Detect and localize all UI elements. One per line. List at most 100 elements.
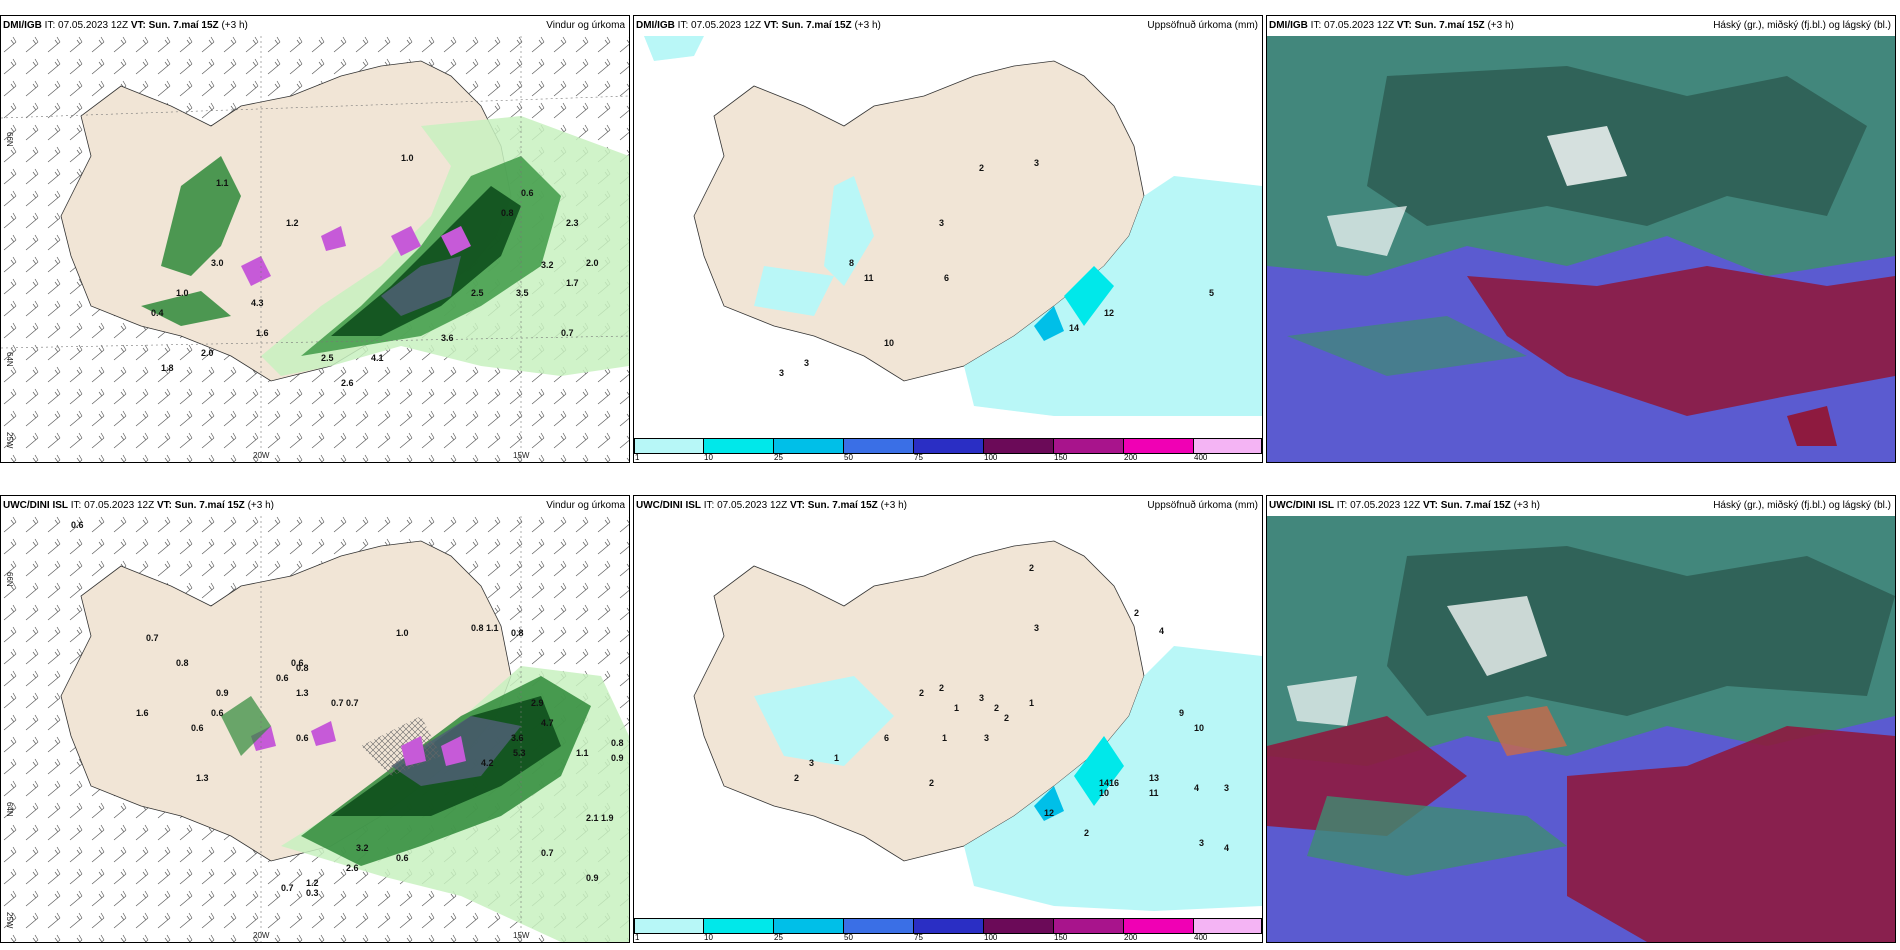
colorbar-swatch (1054, 918, 1124, 934)
value-label: 0.8 (176, 658, 189, 668)
vt-label: VT: (1396, 20, 1412, 31)
value-label: 0.6 (291, 658, 304, 668)
colorbar-tick: 100 (984, 453, 998, 462)
colorbar-tick: 200 (1124, 933, 1138, 942)
value-label: 11 (864, 273, 874, 283)
value-label: 1.1 (576, 748, 589, 758)
colorbar-swatch (704, 918, 774, 934)
value-label: 2.6 (341, 378, 354, 388)
value-label: 10 (1194, 723, 1204, 733)
panel-title: Vindur og úrkoma (546, 20, 625, 31)
panel-uwc-clouds: UWC/DINI ISL IT: 07.05.2023 12Z VT: Sun.… (1266, 495, 1896, 943)
colorbar-swatch (774, 918, 844, 934)
it-value: 07.05.2023 12Z (691, 20, 762, 31)
vt-label: VT: (130, 20, 146, 31)
colorbar-swatch (844, 438, 914, 454)
value-label: 3 (1034, 623, 1039, 633)
panel-title: Háský (gr.), miðský (fj.bl.) og lágský (… (1713, 500, 1891, 511)
value-label: 1.2 (286, 218, 299, 228)
colorbar-tick: 50 (844, 933, 853, 942)
value-label: 0.8 (611, 738, 624, 748)
colorbar-tick: 75 (914, 453, 923, 462)
value-label: 2.6 (346, 863, 359, 873)
vt-label: VT: (763, 20, 779, 31)
value-label: 0.6 (211, 708, 224, 718)
value-label: 0.9 (611, 753, 624, 763)
colorbar-tick: 400 (1194, 933, 1208, 942)
colorbar-tick: 200 (1124, 453, 1138, 462)
value-label: 3.6 (441, 333, 454, 343)
panel-title: Háský (gr.), miðský (fj.bl.) og lágský (… (1713, 20, 1891, 31)
value-label: 2 (1134, 608, 1139, 618)
value-label: 10 (1099, 788, 1109, 798)
value-labels: 2 3 3 8 11 6 10 3 3 14 12 5 (779, 158, 1214, 378)
colorbar-tick: 25 (774, 453, 783, 462)
colorbar-swatch (774, 438, 844, 454)
lon-label-15w: 15W (513, 931, 530, 940)
value-label: 1.0 (396, 628, 409, 638)
colorbar-tick: 400 (1194, 453, 1208, 462)
vt-value: Sun. 7.maí 15Z (1440, 500, 1511, 511)
accum-precip-map: 2 3 3 8 11 6 10 3 3 14 12 5 (634, 36, 1262, 462)
value-label: 1.3 (296, 688, 309, 698)
value-label: 1.7 (566, 278, 579, 288)
vt-value: Sun. 7.maí 15Z (807, 500, 878, 511)
it-label: IT: (70, 500, 82, 511)
vt-value: Sun. 7.maí 15Z (174, 500, 245, 511)
colorbar-swatch (704, 438, 774, 454)
value-label: 6 (944, 273, 949, 283)
value-label: 2 (919, 688, 924, 698)
value-label: 3.2 (541, 260, 554, 270)
value-label: 3.6 (511, 733, 524, 743)
accum-precip-map: 2 3 2 4 3 1 2 1 2 2 6 1 2 3 2 3 1 2 14 1… (634, 516, 1262, 942)
value-label: 1 (1029, 698, 1034, 708)
colorbar-tick: 50 (844, 453, 853, 462)
model-name: DMI/IGB (636, 20, 675, 31)
value-label: 9 (1179, 708, 1184, 718)
value-label: 3 (1199, 838, 1204, 848)
value-label: 0.7 (146, 633, 159, 643)
panel-header: DMI/IGB IT: 07.05.2023 12Z VT: Sun. 7.ma… (1267, 16, 1895, 36)
value-label: 12 (1044, 808, 1054, 818)
model-name: UWC/DINI ISL (3, 500, 68, 511)
value-labels: 1.0 0.6 0.8 2.3 2.0 1.7 3.2 3.5 2.5 0.7 … (151, 153, 599, 388)
value-label: 4.1 (371, 353, 384, 363)
value-label: 0.3 (306, 888, 319, 898)
colorbar: 1 10 25 50 75 100 150 200 400 (634, 916, 1262, 942)
panel-dmi-accum-precip: DMI/IGB IT: 07.05.2023 12Z VT: Sun. 7.ma… (633, 15, 1263, 463)
colorbar-swatch (914, 918, 984, 934)
value-label: 0.6 (276, 673, 289, 683)
lat-label-66n: 66N (5, 572, 14, 587)
value-label: 2 (1084, 828, 1089, 838)
value-label: 13 (1149, 773, 1159, 783)
it-label: IT: (1336, 500, 1348, 511)
cloud-map (1267, 36, 1895, 462)
colorbar-tick: 25 (774, 933, 783, 942)
lead-time: (+3 h) (1487, 20, 1514, 31)
value-label: 14 (1069, 323, 1079, 333)
value-label: 4 (1224, 843, 1229, 853)
value-label: 14 (1099, 778, 1109, 788)
colorbar-swatch (844, 918, 914, 934)
it-label: IT: (677, 20, 689, 31)
it-value: 07.05.2023 12Z (58, 20, 129, 31)
value-label: 2.1 (586, 813, 599, 823)
value-label: 3 (779, 368, 784, 378)
panel-header: UWC/DINI ISL IT: 07.05.2023 12Z VT: Sun.… (634, 496, 1262, 516)
vt-value: Sun. 7.maí 15Z (1414, 20, 1485, 31)
colorbar-swatch (914, 438, 984, 454)
lon-label-15w: 15W (513, 451, 530, 460)
panel-header: UWC/DINI ISL IT: 07.05.2023 12Z VT: Sun.… (1, 496, 629, 516)
panel-title: Vindur og úrkoma (546, 500, 625, 511)
value-label: 2.0 (586, 258, 599, 268)
model-name: UWC/DINI ISL (636, 500, 701, 511)
value-label: 16 (1109, 778, 1119, 788)
value-label: 0.8 (511, 628, 524, 638)
lat-label-64n: 64N (5, 352, 14, 367)
panel-dmi-wind-precip: DMI/IGB IT: 07.05.2023 12Z VT: Sun. 7.ma… (0, 15, 630, 463)
value-label: 1.1 (486, 623, 499, 633)
lat-label-25w: 25W (5, 432, 14, 449)
colorbar-tick: 10 (704, 933, 713, 942)
colorbar-swatch (1124, 438, 1194, 454)
value-label: 4.3 (251, 298, 264, 308)
